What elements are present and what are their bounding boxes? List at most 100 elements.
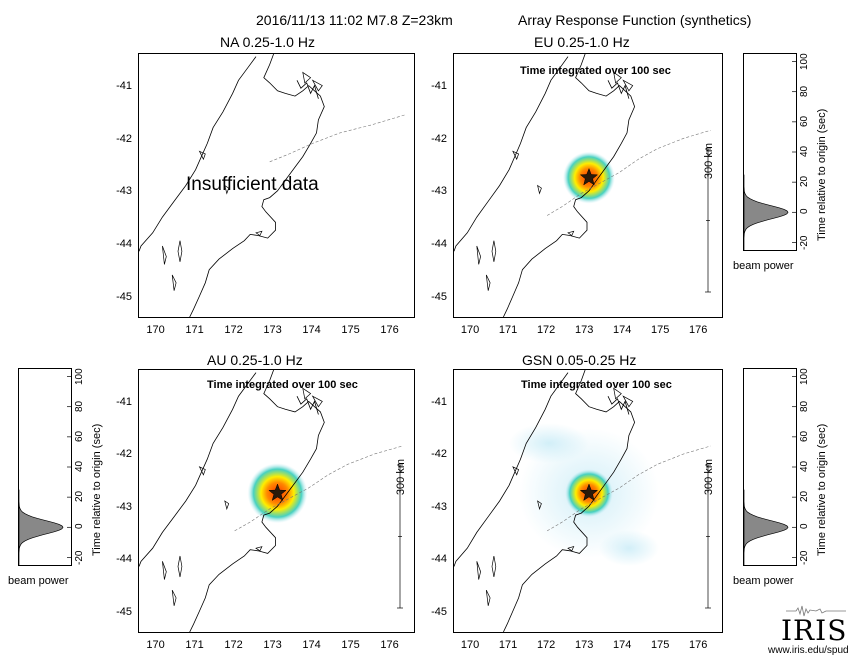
beam-power-label: beam power <box>8 575 69 587</box>
beam-time-tick-label: 60 <box>799 115 810 127</box>
lon-tick-label: 176 <box>689 639 708 651</box>
beam-time-tick-label: 60 <box>74 430 85 442</box>
map-canvas-au: 300 km <box>139 370 407 632</box>
lon-tick-label: 174 <box>302 639 321 651</box>
lon-tick-label: 176 <box>689 324 708 336</box>
map-canvas-gsn: 300 km <box>454 370 715 632</box>
beam-time-tick-label: 80 <box>74 400 85 412</box>
lon-tick-label: 171 <box>498 639 518 651</box>
panel-title-na: NA 0.25-1.0 Hz <box>220 34 315 50</box>
lon-tick-label: 173 <box>574 324 594 336</box>
beam-power-plot-gsn <box>743 368 797 566</box>
lat-tick-label: -43 <box>431 500 447 513</box>
lake-outline <box>537 500 542 511</box>
lon-tick-label: 175 <box>341 324 360 336</box>
lake-outline <box>622 395 634 408</box>
coastline <box>503 54 636 317</box>
lon-tick-label: 176 <box>380 324 399 336</box>
integration-note-au: Time integrated over 100 sec <box>207 379 358 391</box>
beam-time-tick-label: 100 <box>74 367 85 385</box>
lake-outline <box>302 387 312 400</box>
beam-time-tick-label: 0 <box>74 523 85 530</box>
panel-title-gsn: GSN 0.05-0.25 Hz <box>522 352 637 368</box>
beam-time-tick-label: 0 <box>799 208 810 215</box>
lake-outline <box>224 500 230 511</box>
lat-tick-label: -41 <box>116 396 132 409</box>
beam-time-axis-label: Time relative to origin (sec) <box>816 423 828 556</box>
map-panel-na <box>138 53 415 318</box>
lat-tick-label: -42 <box>431 132 447 145</box>
lat-tick-label: -44 <box>116 553 132 566</box>
lake-outline <box>567 230 575 237</box>
lake-outline <box>224 184 230 195</box>
iris-logo: IRIS <box>781 614 848 647</box>
beam-power-plot-eu <box>743 53 797 251</box>
lat-tick-label: -41 <box>116 80 132 93</box>
lat-tick-label: -41 <box>431 396 447 409</box>
beam-time-tick-label: 100 <box>799 52 810 70</box>
map-canvas-eu: 300 km <box>454 54 715 317</box>
lake-outline <box>171 589 177 606</box>
beam-power-curve <box>743 376 796 565</box>
lat-tick-label: -43 <box>431 185 447 198</box>
lake-outline <box>622 79 634 92</box>
insufficient-data-message: Insufficient data <box>186 174 319 195</box>
coastline <box>607 396 630 415</box>
epicenter-star-icon <box>579 483 599 501</box>
lake-outline <box>491 240 497 262</box>
lon-tick-label: 175 <box>650 639 670 651</box>
map-panel-gsn: 300 km <box>453 369 723 633</box>
plate-boundary-line <box>546 445 711 532</box>
lake-outline <box>476 245 481 265</box>
product-header: Array Response Function (synthetics) <box>518 12 752 28</box>
lake-outline <box>198 150 206 161</box>
coastline <box>607 80 630 99</box>
lake-outline <box>567 546 575 552</box>
coastline <box>503 370 636 632</box>
lat-tick-label: -44 <box>116 237 132 250</box>
scale-bar: 300 km <box>703 459 715 609</box>
lon-tick-label: 172 <box>224 639 243 651</box>
epicenter-star-icon <box>268 483 287 501</box>
lon-tick-label: 174 <box>302 324 321 336</box>
beam-power-label: beam power <box>733 260 794 272</box>
lake-outline <box>255 230 263 237</box>
lat-tick-label: -45 <box>431 605 447 618</box>
lake-outline <box>162 561 167 580</box>
panel-title-eu: EU 0.25-1.0 Hz <box>534 34 630 50</box>
lon-tick-label: 170 <box>146 639 165 651</box>
beam-time-tick-label: 80 <box>799 85 810 97</box>
lat-tick-label: -42 <box>116 132 132 145</box>
coastline <box>296 80 319 99</box>
scale-bar-label: 300 km <box>395 459 407 495</box>
lon-tick-label: 173 <box>263 324 282 336</box>
lon-tick-label: 171 <box>185 639 204 651</box>
beam-time-axis-label: Time relative to origin (sec) <box>91 423 103 556</box>
beam-time-tick-label: 40 <box>799 145 810 157</box>
lake-outline <box>177 555 183 578</box>
scale-bar-label: 300 km <box>703 143 715 179</box>
lon-tick-label: 172 <box>536 639 556 651</box>
beam-time-tick-label: 40 <box>74 460 85 472</box>
beam-time-tick-label: 100 <box>799 367 810 385</box>
scale-bar: 300 km <box>703 143 715 293</box>
lon-tick-label: 176 <box>380 639 399 651</box>
lake-outline <box>537 184 542 195</box>
plate-boundary-line <box>546 130 711 216</box>
beam-power-peak <box>18 489 64 565</box>
beam-power-curve <box>18 376 71 565</box>
lat-tick-label: -42 <box>431 448 447 461</box>
lake-outline <box>177 240 183 262</box>
lake-outline <box>162 245 167 265</box>
lon-tick-label: 171 <box>185 324 204 336</box>
beam-time-tick-label: 20 <box>799 491 810 503</box>
lat-tick-label: -45 <box>431 290 447 303</box>
beam-time-tick-label: 20 <box>74 491 85 503</box>
plate-boundary-line <box>269 114 407 163</box>
iris-url: www.iris.edu/spud <box>768 645 849 656</box>
coastline <box>189 54 325 317</box>
coastline <box>139 372 257 567</box>
lake-outline <box>171 274 177 291</box>
lat-tick-label: -45 <box>116 290 132 303</box>
epicenter-star-icon <box>579 167 599 186</box>
